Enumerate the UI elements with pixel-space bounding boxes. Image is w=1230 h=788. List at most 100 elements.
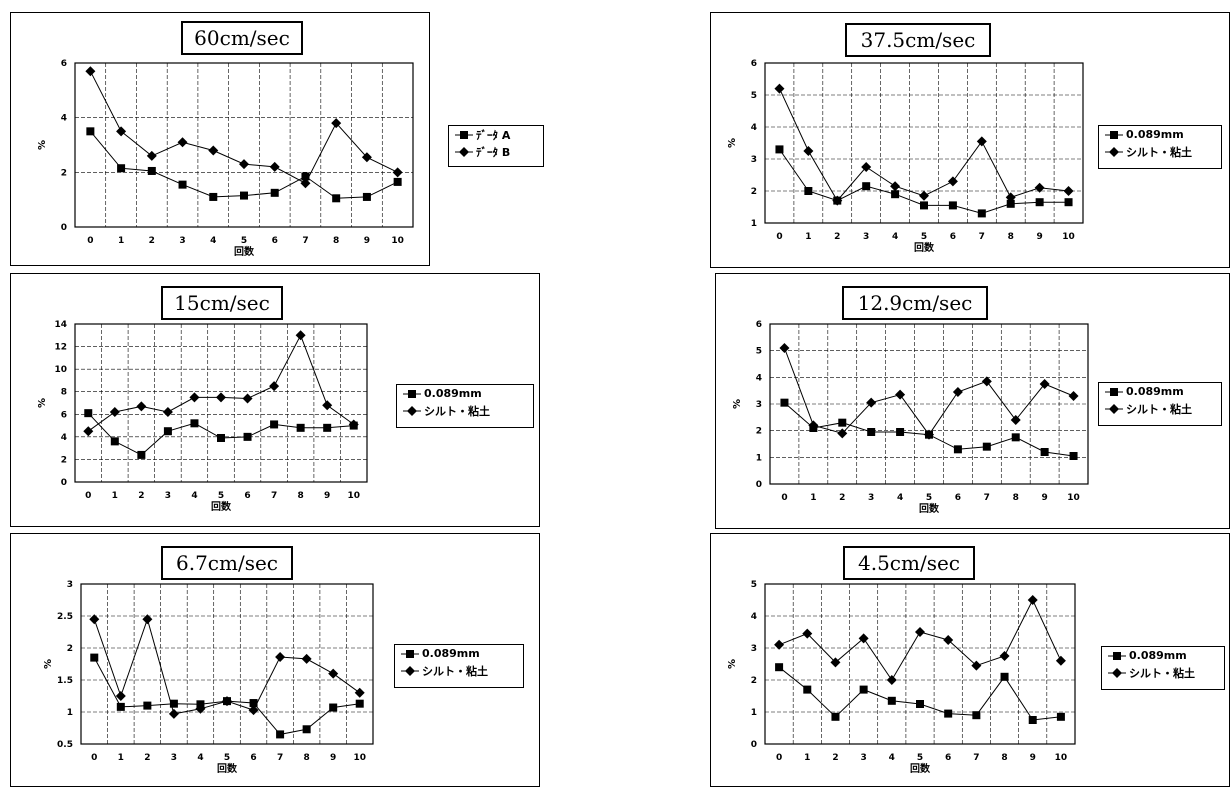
x-tick-label: 3	[861, 753, 867, 763]
x-tick-label: 4	[897, 493, 903, 503]
series-1-point	[947, 176, 958, 187]
square-marker-icon	[455, 130, 473, 139]
series-0-point	[1000, 672, 1009, 681]
x-tick-label: 6	[244, 491, 250, 501]
series-1-point	[886, 675, 897, 685]
legend-label: 0.089mm	[1126, 128, 1184, 141]
chart-legend: 0.089mm シルト・粘土	[394, 644, 524, 688]
series-1-point	[837, 428, 848, 439]
y-axis-label: %	[43, 659, 54, 669]
chart-plot: 1 2 3 4 5 6 0 1 2 3 4 5 6 7 8 9 10 回数%	[727, 59, 1084, 254]
x-tick-label: 0	[87, 236, 93, 246]
y-axis-label: %	[727, 659, 738, 669]
series-0-point	[270, 420, 279, 429]
series-0-point	[86, 127, 95, 136]
legend-item-0089mm: 0.089mm	[395, 645, 523, 662]
series-1-point	[915, 627, 925, 637]
series-1-point	[981, 376, 992, 387]
y-tick-label: 3	[67, 580, 73, 590]
series-1-point	[162, 407, 173, 418]
series-0-point	[859, 685, 868, 694]
y-tick-label: 10	[54, 365, 67, 375]
x-tick-label: 7	[973, 753, 979, 763]
x-tick-label: 5	[224, 753, 230, 763]
y-tick-label: 0	[61, 223, 67, 233]
legend-item-0089mm: 0.089mm	[1099, 383, 1221, 400]
series-1-point	[195, 703, 206, 714]
series-0-point	[117, 164, 126, 173]
legend-item-silt-clay: シルト・粘土	[1099, 400, 1221, 417]
x-tick-label: 1	[118, 753, 124, 763]
diamond-marker-icon	[403, 405, 421, 416]
plot-area	[80, 583, 374, 745]
series-1-point	[109, 407, 120, 418]
series-0-point	[896, 428, 905, 436]
series-1-point	[976, 136, 987, 147]
x-tick-label: 9	[324, 491, 330, 501]
series-0-point	[143, 701, 152, 710]
diamond-marker-icon	[401, 665, 419, 676]
series-0-point	[1006, 199, 1015, 208]
x-tick-label: 0	[85, 491, 91, 501]
x-tick-label: 10	[353, 753, 366, 763]
series-1-point	[328, 668, 339, 679]
series-0-point	[780, 398, 789, 407]
x-tick-label: 5	[218, 491, 224, 501]
series-1-point	[1063, 186, 1074, 196]
x-tick-label: 3	[179, 236, 185, 246]
series-0-point	[270, 188, 279, 197]
y-tick-label: 0	[751, 740, 757, 750]
x-tick-label: 7	[271, 491, 277, 501]
x-tick-label: 8	[1001, 753, 1007, 763]
x-tick-label: 6	[250, 753, 256, 763]
series-0-point	[243, 432, 252, 441]
series-1-point	[239, 159, 249, 170]
x-axis-label: 回数	[914, 241, 935, 254]
x-tick-label: 2	[832, 753, 838, 763]
series-0-point	[393, 177, 402, 186]
series-0-point	[301, 172, 310, 181]
x-tick-label: 3	[171, 753, 177, 763]
series-0-point	[163, 427, 172, 436]
plot-area	[764, 583, 1076, 745]
legend-item-series-a: ﾃﾞｰﾀ A	[449, 126, 543, 143]
y-tick-label: 6	[756, 320, 762, 330]
series-0-point	[302, 725, 311, 734]
series-1-point	[242, 393, 253, 404]
series-0-point	[1069, 452, 1078, 460]
series-0-point	[323, 423, 332, 432]
series-0-point	[867, 428, 876, 436]
series-0-point	[1056, 712, 1065, 721]
x-tick-label: 8	[1008, 232, 1014, 242]
square-marker-icon	[403, 389, 421, 398]
x-tick-label: 1	[118, 236, 124, 246]
series-0-point	[977, 209, 986, 218]
chart-title: 6.7cm/sec	[161, 546, 293, 580]
x-axis-label: 回数	[211, 500, 232, 513]
y-tick-label: 1	[67, 708, 73, 718]
y-tick-label: 6	[751, 59, 757, 69]
x-tick-label: 6	[272, 236, 278, 246]
y-tick-label: 6	[61, 59, 67, 69]
series-0-point	[355, 699, 364, 708]
y-tick-label: 2	[61, 455, 67, 465]
series-1-point	[301, 653, 312, 664]
x-tick-label: 6	[950, 232, 956, 242]
series-1-point	[331, 118, 342, 129]
series-1-point	[861, 162, 872, 172]
series-1-point	[89, 614, 100, 625]
y-tick-label: 4	[61, 114, 67, 124]
series-0-point	[190, 419, 199, 428]
chart-legend: ﾃﾞｰﾀ A ﾃﾞｰﾀ B	[448, 125, 544, 167]
series-1-point	[136, 401, 147, 412]
y-tick-label: 0	[756, 480, 762, 490]
y-tick-label: 0.5	[57, 740, 73, 750]
legend-label: ﾃﾞｰﾀ A	[476, 128, 511, 142]
x-tick-label: 10	[347, 491, 360, 501]
series-1-point	[248, 705, 259, 716]
x-tick-label: 6	[955, 493, 961, 503]
diamond-marker-icon	[1105, 146, 1123, 157]
x-tick-label: 2	[839, 493, 845, 503]
chart-title: 60cm/sec	[181, 21, 303, 55]
x-tick-label: 0	[776, 232, 782, 242]
